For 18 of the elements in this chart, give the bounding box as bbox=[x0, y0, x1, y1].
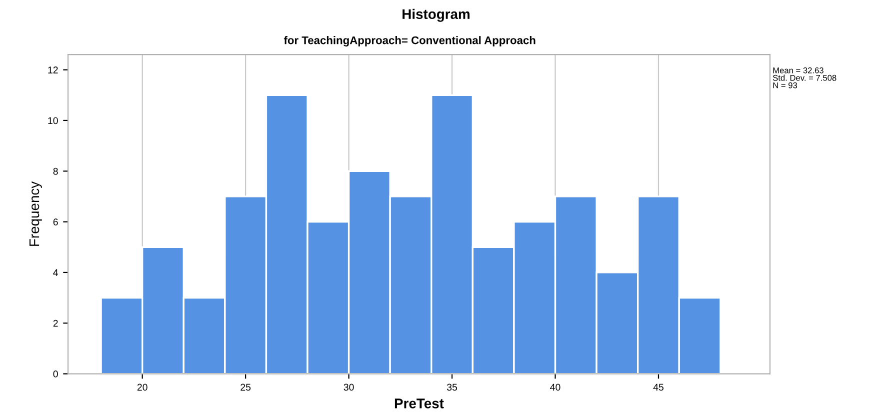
y-tick-label: 2 bbox=[53, 320, 58, 327]
chart-title: Histogram bbox=[402, 8, 470, 22]
y-tick-label: 4 bbox=[53, 269, 58, 276]
y-tick-label: 12 bbox=[48, 66, 58, 74]
y-tick-label: 10 bbox=[48, 117, 58, 124]
x-tick-label: 40 bbox=[550, 384, 560, 391]
chart-subtitle: for TeachingApproach= Conventional Approach bbox=[284, 36, 536, 46]
x-axis-title: PreTest bbox=[394, 398, 444, 408]
text: Mean = 32.63 Std. Dev. = 7.508 N = 93 bbox=[772, 67, 836, 88]
y-tick-label: 8 bbox=[53, 168, 58, 175]
x-tick-label: 20 bbox=[137, 384, 148, 391]
x-tick-label: 45 bbox=[653, 384, 664, 391]
y-tick-label: 0 bbox=[53, 370, 58, 378]
x-tick-label: 30 bbox=[344, 384, 354, 391]
x-tick-label: 25 bbox=[240, 384, 251, 391]
y-tick-label: 6 bbox=[53, 218, 58, 226]
y-axis-title: Frequency bbox=[29, 181, 42, 246]
x-tick-label: 35 bbox=[446, 384, 458, 391]
